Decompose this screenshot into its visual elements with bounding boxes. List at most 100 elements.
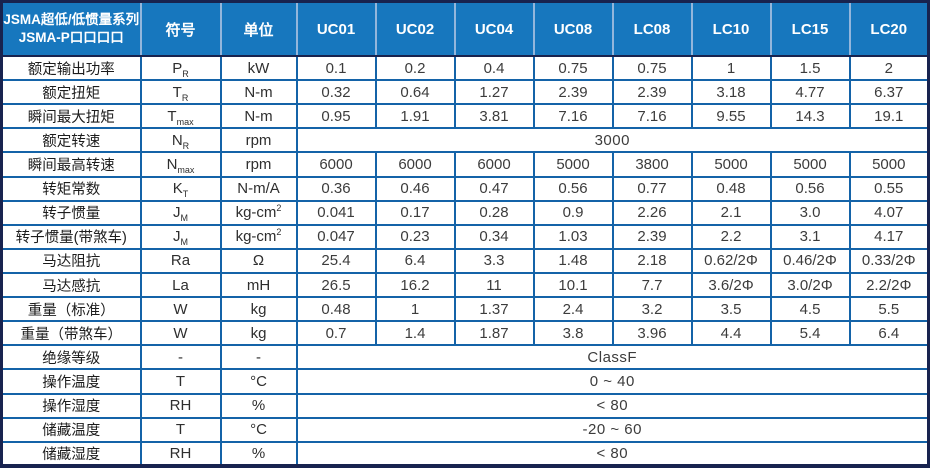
row-symbol: Ra xyxy=(139,247,222,274)
row-symbol: Nmax xyxy=(139,151,222,178)
row-label: 储藏湿度 xyxy=(0,440,142,468)
cell-value: 6000 xyxy=(374,151,456,178)
row-merged-value: -20 ~ 60 xyxy=(295,416,930,443)
cell-value: 4.17 xyxy=(848,223,930,250)
row-label: 重量（带煞车） xyxy=(0,320,142,347)
cell-value: 2.39 xyxy=(532,79,614,106)
cell-value: 2.18 xyxy=(611,247,693,274)
cell-value: 0.75 xyxy=(532,54,614,82)
row-symbol: W xyxy=(139,296,222,323)
cell-value: 2 xyxy=(848,54,930,82)
cell-value: 19.1 xyxy=(848,103,930,130)
cell-value: 3.18 xyxy=(690,79,772,106)
cell-value: 16.2 xyxy=(374,271,456,299)
cell-value: 6000 xyxy=(295,151,377,178)
cell-value: 0.041 xyxy=(295,199,377,226)
cell-value: 5.4 xyxy=(769,320,851,347)
cell-value: 4.77 xyxy=(769,79,851,106)
row-unit: kW xyxy=(219,54,298,82)
table-row: 转子惯量(带煞车) JM kg-cm2 0.047 0.23 0.34 1.03 2.39 2.… xyxy=(0,223,930,250)
cell-value: 2.4 xyxy=(532,296,614,323)
table-row: 额定转速 NR rpm 3000 xyxy=(0,127,930,154)
series-title-line2: JSMA-P口口口口 xyxy=(18,30,124,45)
cell-value: 10.1 xyxy=(532,271,614,299)
cell-value: 1.4 xyxy=(374,320,456,347)
cell-value: 0.36 xyxy=(295,175,377,202)
cell-value: 0.2 xyxy=(374,54,456,82)
row-label: 转矩常数 xyxy=(0,175,142,202)
cell-value: 2.1 xyxy=(690,199,772,226)
row-label: 额定输出功率 xyxy=(0,54,142,82)
cell-value: 0.9 xyxy=(532,199,614,226)
cell-value: 2.39 xyxy=(611,79,693,106)
row-unit: N-m/A xyxy=(219,175,298,202)
cell-value: 5000 xyxy=(532,151,614,178)
row-symbol: T xyxy=(139,416,222,443)
row-label: 额定转速 xyxy=(0,127,142,154)
row-unit: - xyxy=(219,344,298,371)
cell-value: 0.77 xyxy=(611,175,693,202)
cell-value: 1.03 xyxy=(532,223,614,250)
row-merged-value: 0 ~ 40 xyxy=(295,368,930,395)
cell-value: 0.95 xyxy=(295,103,377,130)
cell-value: 3.2 xyxy=(611,296,693,323)
cell-value: 5.5 xyxy=(848,296,930,323)
cell-value: 0.23 xyxy=(374,223,456,250)
cell-value: 0.56 xyxy=(769,175,851,202)
cell-value: 0.62/2Φ xyxy=(690,247,772,274)
cell-value: 7.7 xyxy=(611,271,693,299)
row-merged-value: < 80 xyxy=(295,440,930,468)
row-label: 转子惯量 xyxy=(0,199,142,226)
cell-value: 3800 xyxy=(611,151,693,178)
cell-value: 3.6/2Φ xyxy=(690,271,772,299)
cell-value: 0.32 xyxy=(295,79,377,106)
table-row: 马达阻抗 Ra Ω 25.4 6.4 3.3 1.48 2.18 0.62/2Φ 0.46/2Φ 0… xyxy=(0,247,930,274)
cell-value: 1 xyxy=(690,54,772,82)
table-row: 操作湿度 RH% < 80 xyxy=(0,392,930,419)
cell-value: 1 xyxy=(374,296,456,323)
row-label: 储藏温度 xyxy=(0,416,142,443)
cell-value: 6000 xyxy=(453,151,535,178)
header-row: JSMA超低/低惯量系列 JSMA-P口口口口 符号 单位 UC01 UC02 … xyxy=(1,1,929,57)
column-header-unit: 单位 xyxy=(219,1,297,57)
cell-value: 0.48 xyxy=(690,175,772,202)
table-row: 储藏湿度 RH% < 80 xyxy=(0,440,930,468)
cell-value: 3.96 xyxy=(611,320,693,347)
cell-value: 1.37 xyxy=(453,296,535,323)
row-symbol: PR xyxy=(139,54,222,82)
cell-value: 3.0 xyxy=(769,199,851,226)
cell-value: 0.46 xyxy=(374,175,456,202)
row-symbol: RH xyxy=(139,440,222,468)
cell-value: 1.48 xyxy=(532,247,614,274)
row-merged-value: 3000 xyxy=(295,127,930,154)
row-merged-value: < 80 xyxy=(295,392,930,419)
cell-value: 6.37 xyxy=(848,79,930,106)
row-symbol: La xyxy=(139,271,222,299)
column-header-model: UC04 xyxy=(453,1,534,57)
row-symbol: TR xyxy=(139,79,222,106)
table-row: 额定扭矩 TR N-m 0.32 0.64 1.27 2.39 2.39 3.18 4.77 6.3… xyxy=(0,79,930,106)
cell-value: 3.5 xyxy=(690,296,772,323)
cell-value: 14.3 xyxy=(769,103,851,130)
row-unit: % xyxy=(219,440,298,468)
cell-value: 0.17 xyxy=(374,199,456,226)
cell-value: 25.4 xyxy=(295,247,377,274)
column-header-model: LC20 xyxy=(848,1,929,57)
row-unit: N-m xyxy=(219,79,298,106)
series-title-line1: JSMA超低/低惯量系列 xyxy=(3,11,140,27)
cell-value: 2.2 xyxy=(690,223,772,250)
row-label: 额定扭矩 xyxy=(0,79,142,106)
cell-value: 2.2/2Φ xyxy=(848,271,930,299)
row-unit: rpm xyxy=(219,127,298,154)
row-symbol: Tmax xyxy=(139,103,222,130)
cell-value: 1.91 xyxy=(374,103,456,130)
cell-value: 26.5 xyxy=(295,271,377,299)
cell-value: 0.56 xyxy=(532,175,614,202)
cell-value: 0.4 xyxy=(453,54,535,82)
row-symbol: RH xyxy=(139,392,222,419)
cell-value: 3.0/2Φ xyxy=(769,271,851,299)
